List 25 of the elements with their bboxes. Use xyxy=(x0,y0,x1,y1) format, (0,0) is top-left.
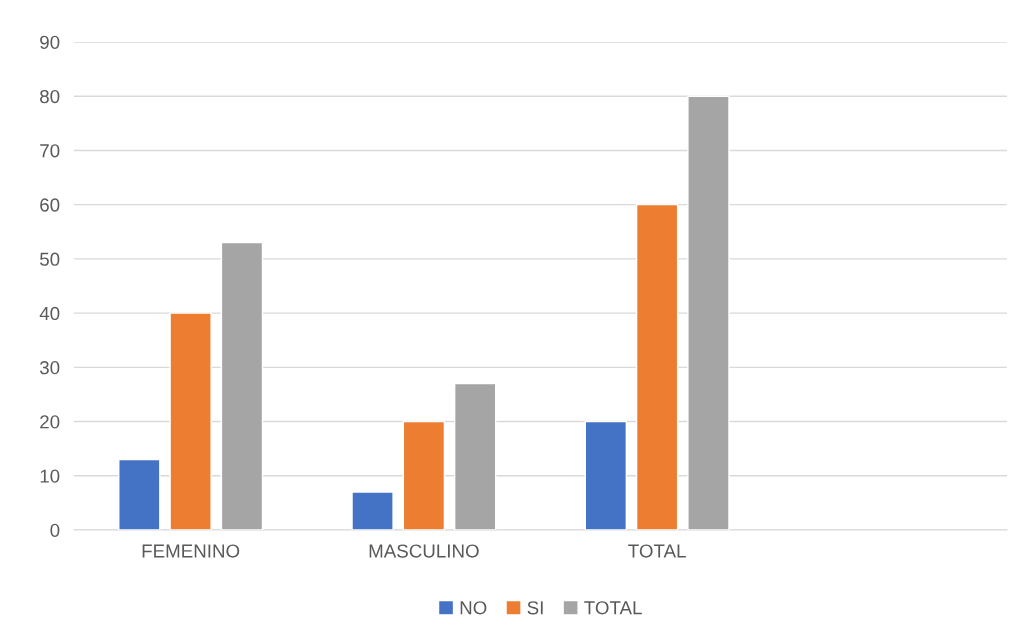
y-tick-label: 60 xyxy=(40,198,60,212)
bar xyxy=(402,420,446,530)
legend-label: SI xyxy=(527,601,543,615)
y-tick-label: 10 xyxy=(40,469,60,483)
bar xyxy=(635,203,679,530)
bar xyxy=(584,420,628,530)
bar xyxy=(220,241,264,530)
bar xyxy=(169,312,212,530)
y-tick-label: 40 xyxy=(39,306,60,321)
x-tick-label: MASCULINO xyxy=(369,544,479,558)
y-tick-label: 80 xyxy=(40,89,60,104)
legend-label: NO xyxy=(460,601,487,615)
y-tick-label: 20 xyxy=(40,415,60,429)
legend-label: TOTAL xyxy=(584,601,642,615)
bar xyxy=(453,382,497,530)
bar xyxy=(687,95,730,530)
y-tick-label: 90 xyxy=(40,35,60,49)
x-tick-label: TOTAL xyxy=(628,544,686,558)
y-tick-label: 70 xyxy=(40,144,60,158)
y-tick-label: 30 xyxy=(39,361,60,375)
y-tick-label: 50 xyxy=(40,252,60,266)
y-tick-label: 0 xyxy=(50,523,60,537)
bar xyxy=(351,491,394,530)
bar xyxy=(118,458,161,530)
x-tick-label: FEMENINO xyxy=(142,544,240,558)
